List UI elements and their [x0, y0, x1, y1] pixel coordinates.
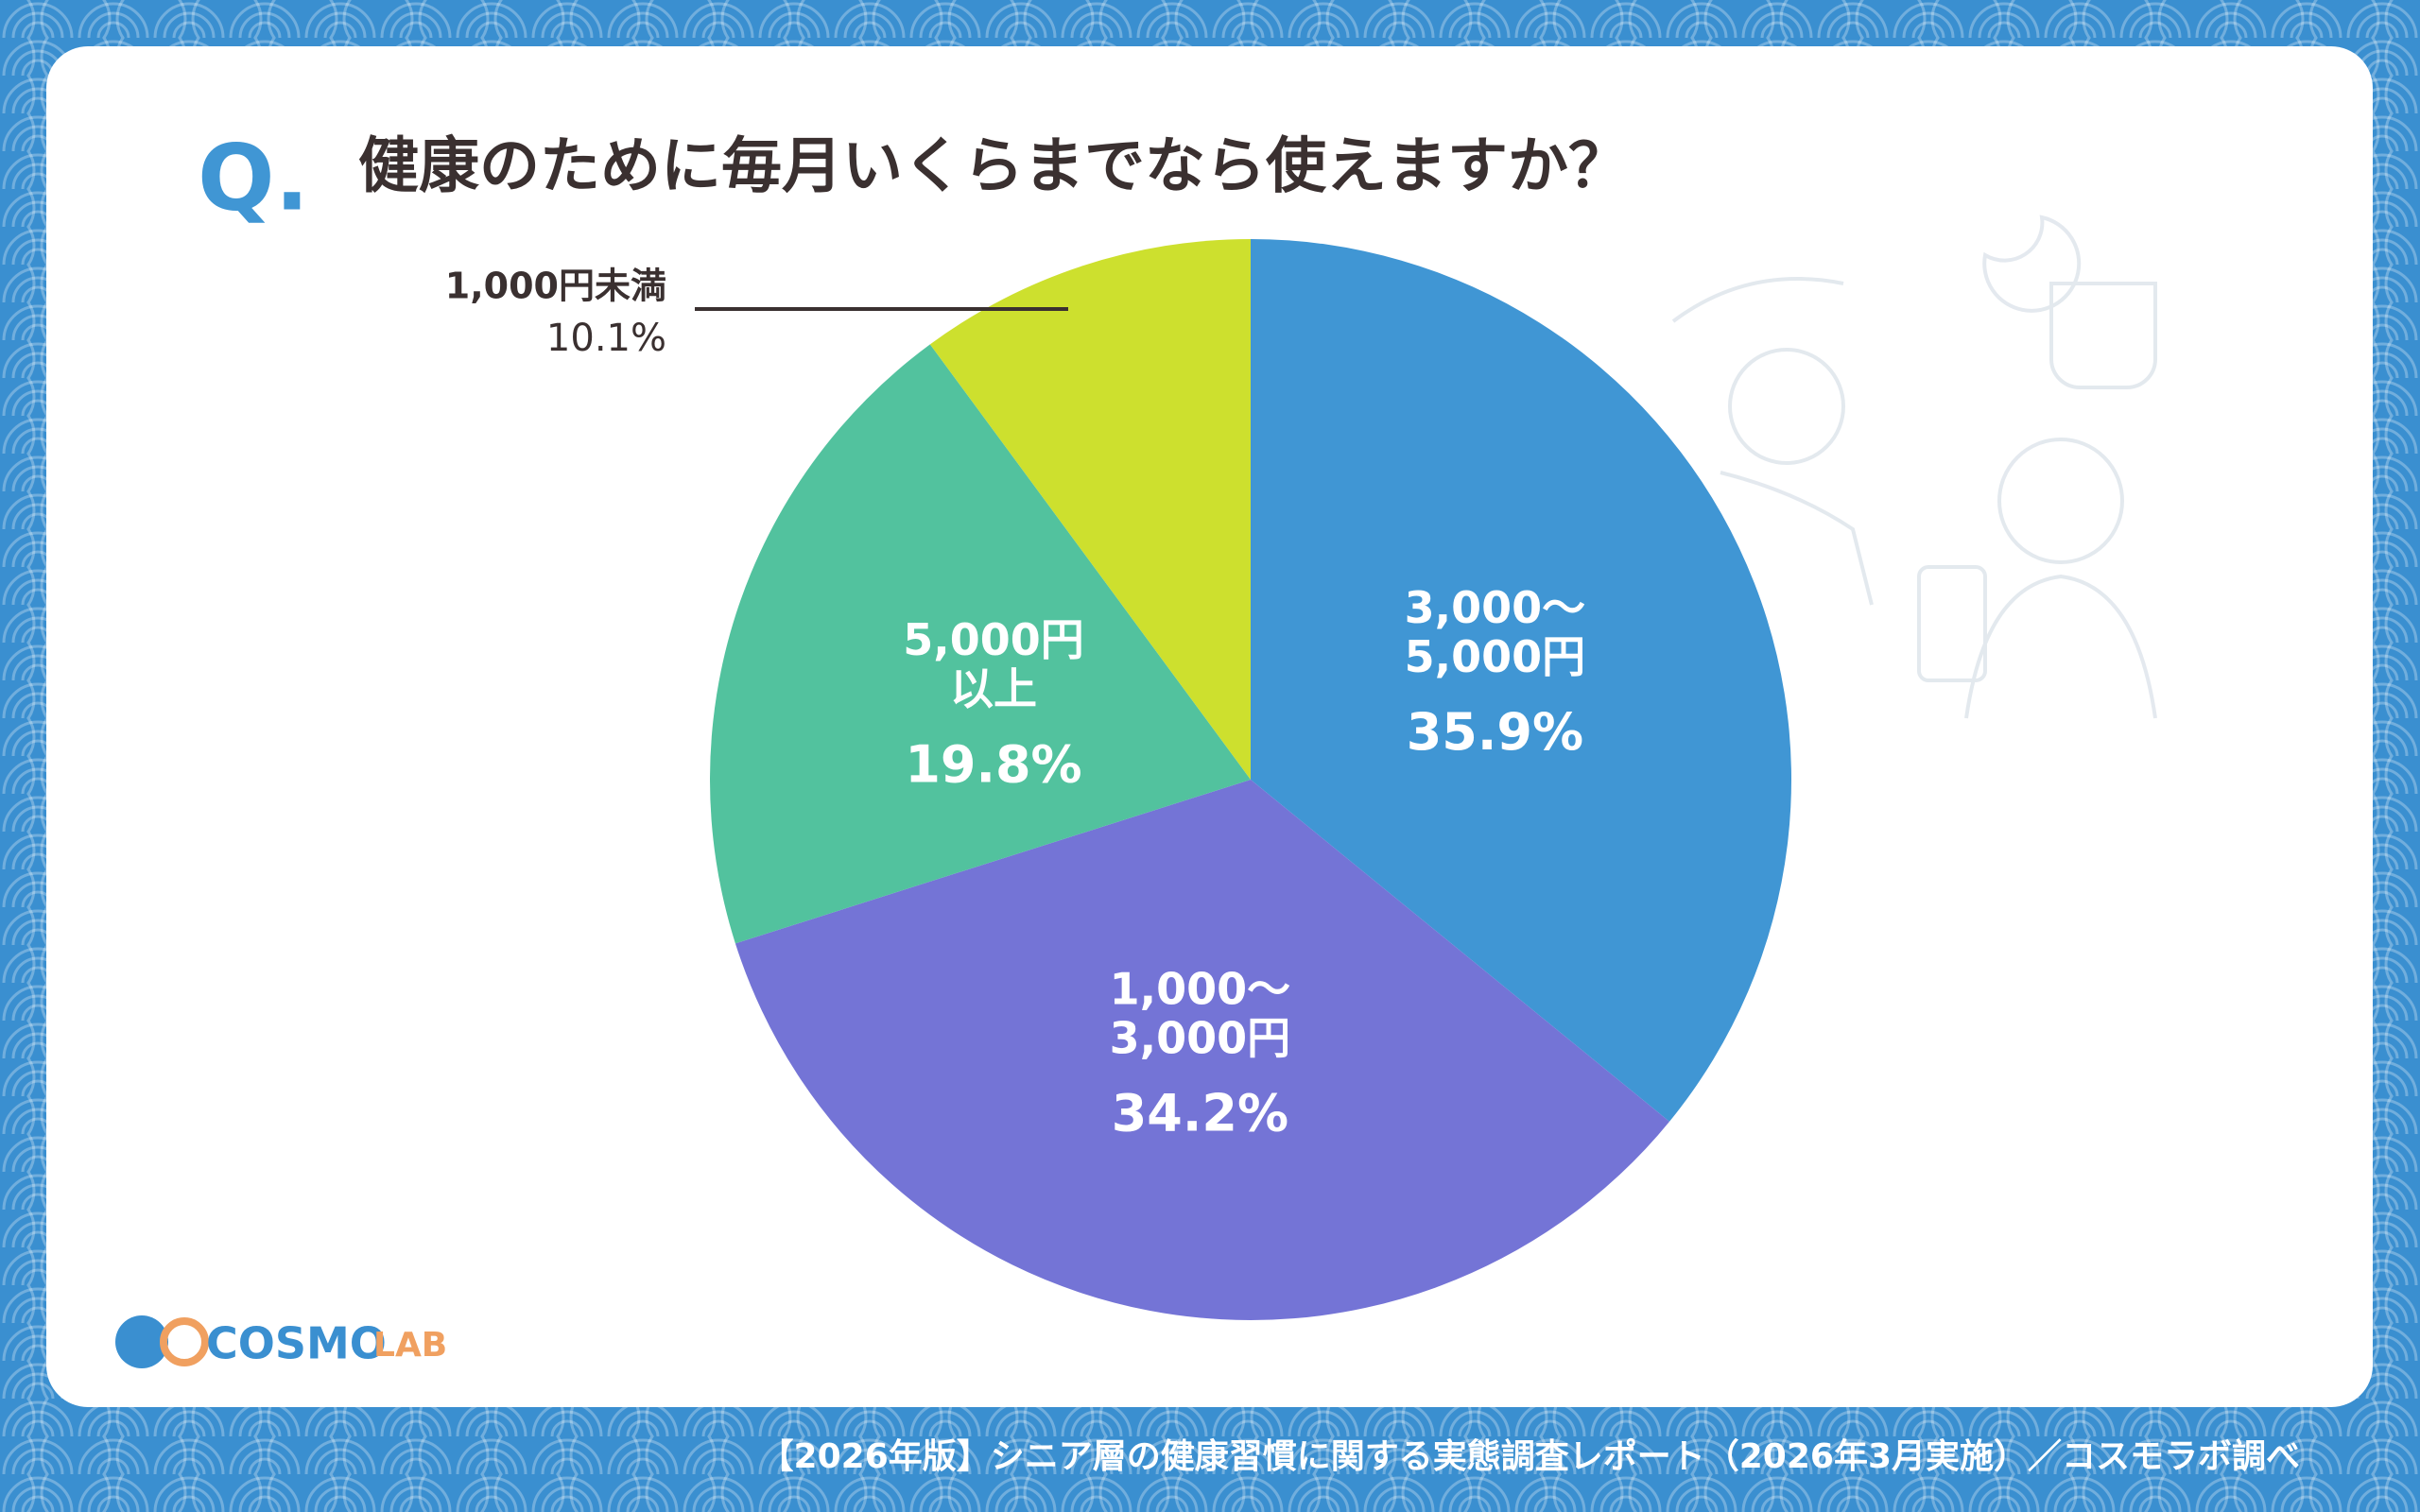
logo-icon	[160, 1317, 209, 1366]
footer: 【2026年版】シニア層の健康習慣に関する実態調査レポート（2026年3月実施）…	[760, 1436, 2300, 1476]
slice-label: 以上	[950, 663, 1037, 714]
logo-sub: LAB	[373, 1326, 447, 1365]
slice-label: 5,000円	[903, 614, 1084, 665]
logo-main: COSMO	[206, 1318, 387, 1369]
pie-slice	[929, 239, 1251, 780]
value-label: 35.9%	[1407, 702, 1583, 762]
slice-label: 1,000～	[1110, 963, 1291, 1014]
value-label: 34.2%	[1112, 1084, 1288, 1143]
slice-label: 3,000円	[1110, 1012, 1291, 1063]
slice-label: 5,000円	[1405, 631, 1586, 682]
pie-slice	[735, 780, 1670, 1320]
slice-label: 1,000円未満	[445, 266, 666, 307]
value-label: 10.1%	[546, 317, 666, 360]
chart-title: 健康のために毎月いくらまでなら使えますか？	[358, 132, 1629, 202]
pie-slice	[1251, 239, 1791, 1122]
logo: COSMO LAB	[115, 1315, 447, 1369]
pie-slice	[710, 344, 1251, 944]
q-mark: Q.	[198, 125, 309, 231]
illustration	[1671, 215, 2157, 719]
pie-chart: 3,000～5,000円35.9%1,000～3,000円34.2%5,000円…	[445, 239, 1791, 1320]
value-label: 19.8%	[905, 734, 1081, 794]
slice-label: 3,000～	[1405, 582, 1586, 633]
logo-icon	[115, 1315, 168, 1368]
